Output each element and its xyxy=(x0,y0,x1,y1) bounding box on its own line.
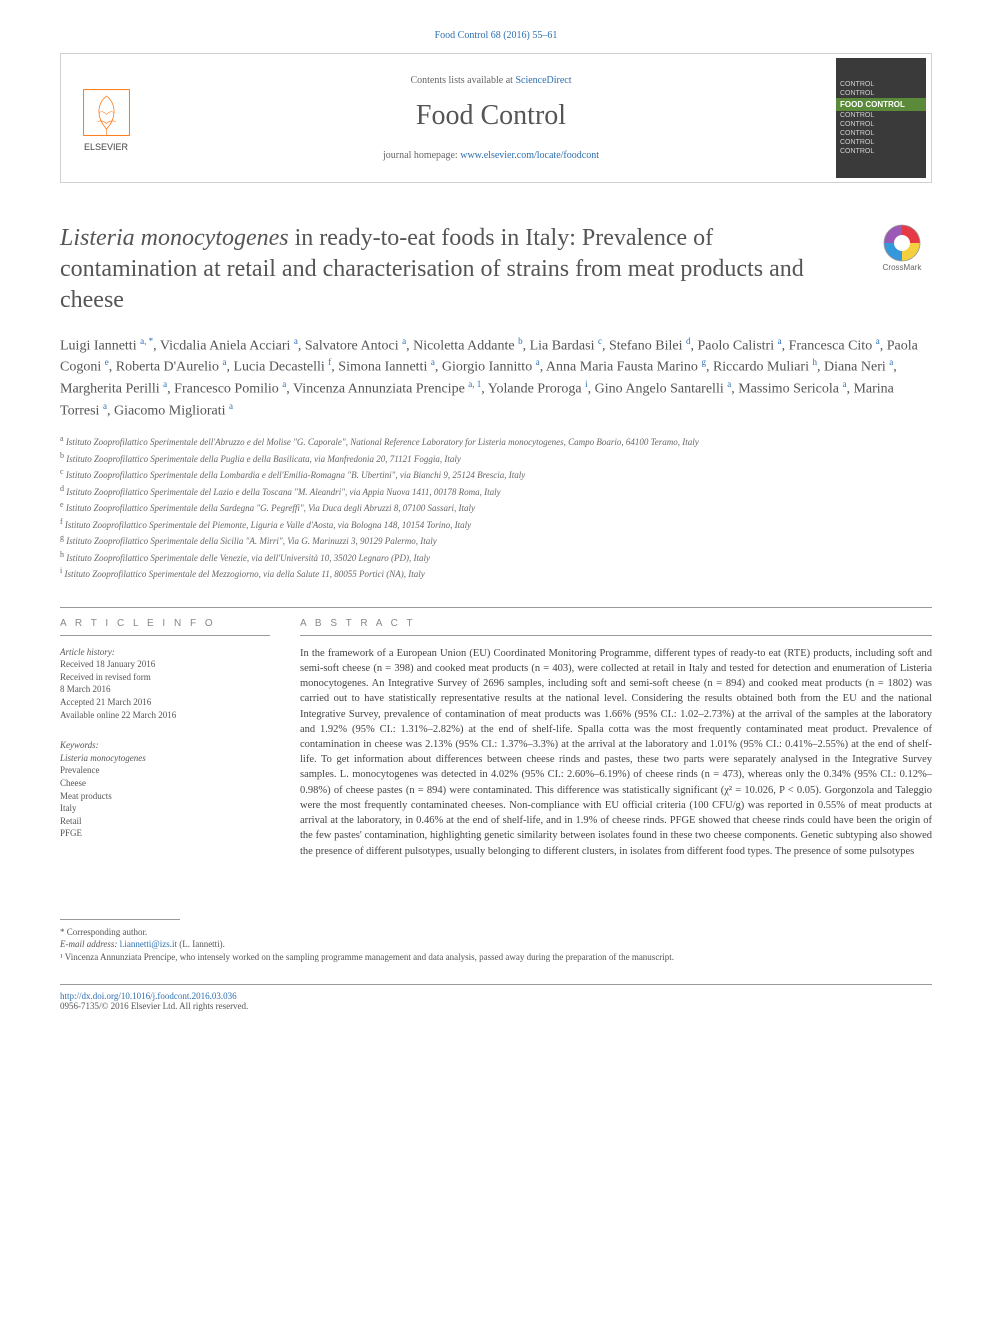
bottom-bar: http://dx.doi.org/10.1016/j.foodcont.201… xyxy=(60,984,932,1011)
affiliations-list: a Istituto Zooprofilattico Sperimentale … xyxy=(60,433,932,582)
affiliation-line: i Istituto Zooprofilattico Sperimentale … xyxy=(60,565,932,582)
elsevier-logo-text: ELSEVIER xyxy=(84,142,128,152)
authors-list: Luigi Iannetti a, *, Vicdalia Aniela Acc… xyxy=(60,335,932,422)
history-label: Article history: xyxy=(60,646,270,659)
title-italic-lead: Listeria monocytogenes xyxy=(60,225,289,251)
keyword: Retail xyxy=(60,815,270,828)
cover-line: CONTROL xyxy=(836,138,926,147)
email-label: E-mail address: xyxy=(60,939,120,949)
contents-prefix: Contents lists available at xyxy=(410,75,515,86)
keyword: PFGE xyxy=(60,827,270,840)
affiliation-line: h Istituto Zooprofilattico Sperimentale … xyxy=(60,549,932,566)
issn-copyright-line: 0956-7135/© 2016 Elsevier Ltd. All right… xyxy=(60,1001,932,1011)
citation-line: Food Control 68 (2016) 55–61 xyxy=(60,30,932,41)
elsevier-tree-icon xyxy=(79,85,134,140)
affiliation-line: g Istituto Zooprofilattico Sperimentale … xyxy=(60,532,932,549)
corresponding-email-link[interactable]: l.iannetti@izs.it xyxy=(120,939,177,949)
affiliation-line: c Istituto Zooprofilattico Sperimentale … xyxy=(60,466,932,483)
article-title: Listeria monocytogenes in ready-to-eat f… xyxy=(60,223,852,317)
crossmark-badge[interactable]: CrossMark xyxy=(872,223,932,272)
cover-line-main: FOOD CONTROL xyxy=(836,98,926,111)
homepage-prefix: journal homepage: xyxy=(383,150,460,161)
doi-link[interactable]: http://dx.doi.org/10.1016/j.foodcont.201… xyxy=(60,991,237,1001)
journal-name: Food Control xyxy=(161,100,821,132)
journal-cover-thumbnail: CONTROL CONTROL FOOD CONTROL CONTROL CON… xyxy=(836,58,926,178)
homepage-line: journal homepage: www.elsevier.com/locat… xyxy=(161,150,821,161)
cover-line: CONTROL xyxy=(836,111,926,120)
cover-line: CONTROL xyxy=(836,129,926,138)
history-line: Received 18 January 2016 xyxy=(60,658,270,671)
corresponding-author-label: * Corresponding author. xyxy=(60,926,932,939)
abstract-column: A B S T R A C T In the framework of a Eu… xyxy=(300,608,932,859)
cover-line: CONTROL xyxy=(836,89,926,98)
keyword: Meat products xyxy=(60,790,270,803)
history-line: 8 March 2016 xyxy=(60,683,270,696)
abstract-body: In the framework of a European Union (EU… xyxy=(300,646,932,859)
elsevier-logo: ELSEVIER xyxy=(61,77,151,160)
email-author-name: (L. Iannetti). xyxy=(177,939,225,949)
abstract-heading: A B S T R A C T xyxy=(300,608,932,636)
cover-line: CONTROL xyxy=(836,120,926,129)
footnotes: * Corresponding author. E-mail address: … xyxy=(60,926,932,964)
cover-line: CONTROL xyxy=(836,80,926,89)
affiliation-line: a Istituto Zooprofilattico Sperimentale … xyxy=(60,433,932,450)
keywords-block: Keywords: Listeria monocytogenes Prevale… xyxy=(60,739,270,840)
history-line: Accepted 21 March 2016 xyxy=(60,696,270,709)
affiliation-line: b Istituto Zooprofilattico Sperimentale … xyxy=(60,450,932,467)
homepage-link[interactable]: www.elsevier.com/locate/foodcont xyxy=(460,150,599,161)
keyword: Prevalence xyxy=(60,764,270,777)
crossmark-icon xyxy=(882,223,922,263)
keywords-label: Keywords: xyxy=(60,739,270,752)
history-line: Received in revised form xyxy=(60,671,270,684)
journal-header: ELSEVIER Contents lists available at Sci… xyxy=(60,53,932,183)
affiliation-line: f Istituto Zooprofilattico Sperimentale … xyxy=(60,516,932,533)
crossmark-label: CrossMark xyxy=(883,263,922,272)
footnote-separator xyxy=(60,919,180,920)
cover-line: CONTROL xyxy=(836,147,926,156)
keyword: Italy xyxy=(60,802,270,815)
keyword: Listeria monocytogenes xyxy=(60,753,146,763)
sciencedirect-link[interactable]: ScienceDirect xyxy=(515,75,571,86)
article-info-column: A R T I C L E I N F O Article history: R… xyxy=(60,608,270,859)
article-info-heading: A R T I C L E I N F O xyxy=(60,608,270,636)
affiliation-line: e Istituto Zooprofilattico Sperimentale … xyxy=(60,499,932,516)
affiliation-line: d Istituto Zooprofilattico Sperimentale … xyxy=(60,483,932,500)
article-history-block: Article history: Received 18 January 201… xyxy=(60,646,270,722)
contents-lists-line: Contents lists available at ScienceDirec… xyxy=(161,75,821,86)
keyword: Cheese xyxy=(60,777,270,790)
footnote-memorial: ¹ Vincenza Annunziata Prencipe, who inte… xyxy=(60,951,932,964)
history-line: Available online 22 March 2016 xyxy=(60,709,270,722)
